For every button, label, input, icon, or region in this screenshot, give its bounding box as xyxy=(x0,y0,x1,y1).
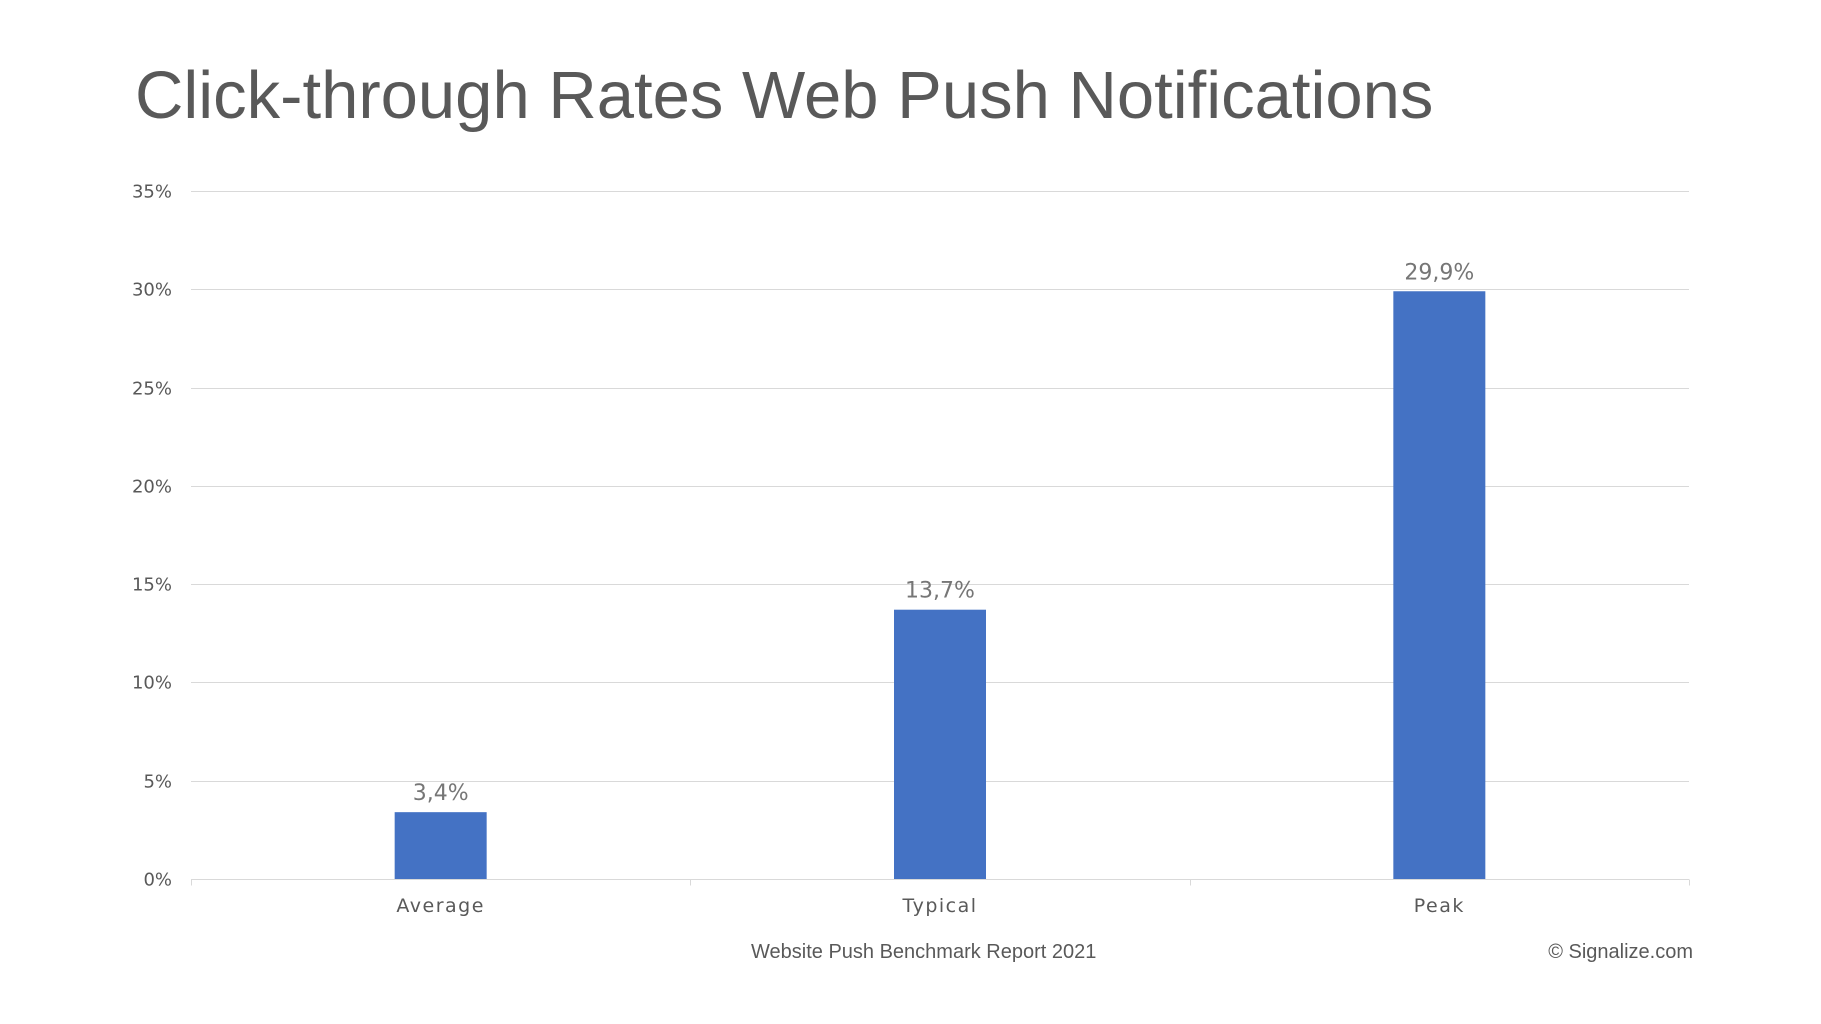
data-label: 29,9% xyxy=(1404,260,1474,285)
copyright-note: © Signalize.com xyxy=(1548,941,1693,963)
x-axis xyxy=(191,879,1690,886)
bars xyxy=(394,291,1486,879)
chart-title: Click-through Rates Web Push Notificatio… xyxy=(135,58,1434,133)
y-tick-label: 15% xyxy=(132,575,172,596)
bar-typical xyxy=(894,609,986,879)
y-tick-label: 35% xyxy=(132,182,172,203)
y-tick-label: 25% xyxy=(132,379,172,400)
bar-peak xyxy=(1393,291,1486,879)
category-label: Average xyxy=(396,895,485,917)
data-label: 13,7% xyxy=(905,579,975,604)
y-tick-label: 30% xyxy=(132,280,172,301)
y-tick-label: 0% xyxy=(143,870,172,891)
category-label: Peak xyxy=(1414,895,1465,917)
y-tick-label: 5% xyxy=(143,772,172,793)
data-labels: 3,4% 13,7% 29,9% xyxy=(413,260,1475,806)
y-tick-label: 10% xyxy=(132,673,172,694)
bar-average xyxy=(394,812,487,879)
category-label: Typical xyxy=(901,895,977,917)
category-labels: Average Typical Peak xyxy=(396,895,1465,917)
source-note: Website Push Benchmark Report 2021 xyxy=(751,941,1097,963)
data-label: 3,4% xyxy=(413,781,469,806)
y-tick-label: 20% xyxy=(132,477,172,498)
y-axis-tick-labels: 0% 5% 10% 15% 20% 25% 30% 35% xyxy=(132,182,172,891)
